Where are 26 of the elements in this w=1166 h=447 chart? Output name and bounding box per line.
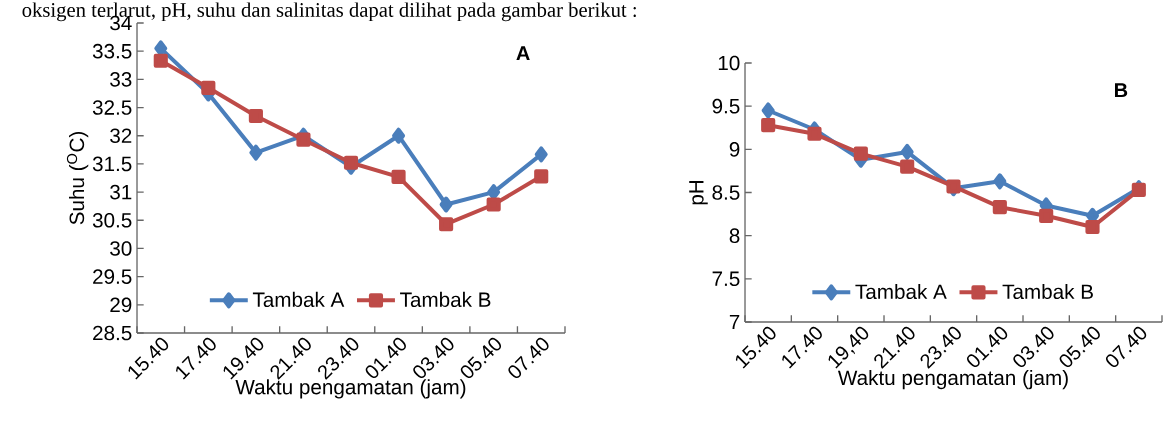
y-tick-label: 31 (110, 184, 132, 200)
y-tick-label: 8 (729, 228, 740, 243)
y-axis-title: Suhu ($^{O}$C) (66, 131, 89, 225)
y-tick-label: 29.5 (93, 269, 132, 284)
legend-label: Tambak A (252, 291, 345, 308)
x-axis-title: Waktu pengamatan (jam) (837, 369, 1068, 390)
y-tick-label: 9.5 (712, 98, 740, 114)
annotation: A (516, 46, 530, 61)
y-axis-title: pH (689, 180, 708, 205)
y-tick-label: 8.5 (712, 185, 740, 200)
y-tick-label: 33.5 (92, 43, 132, 59)
legend-label: Tambak B (400, 291, 491, 308)
y-tick-label: 29 (110, 297, 132, 313)
y-tick-label: 33 (110, 72, 132, 87)
legend-label: Tambak A (855, 283, 947, 300)
y-tick-label: 31.5 (92, 156, 132, 172)
y-tick-label: 7.5 (712, 271, 740, 287)
y-tick-label: 30 (110, 241, 132, 256)
x-axis-title: Waktu pengamatan (jam) (235, 379, 466, 399)
y-tick-label: 32.5 (92, 100, 132, 115)
y-tick-label: 10 (718, 55, 740, 71)
y-tick-label: 9 (729, 142, 740, 157)
legend-label: Tambak B (1002, 283, 1093, 300)
annotation: B (1114, 83, 1128, 98)
y-tick-label: 32 (110, 128, 132, 144)
y-tick-label: 30.5 (92, 212, 132, 228)
